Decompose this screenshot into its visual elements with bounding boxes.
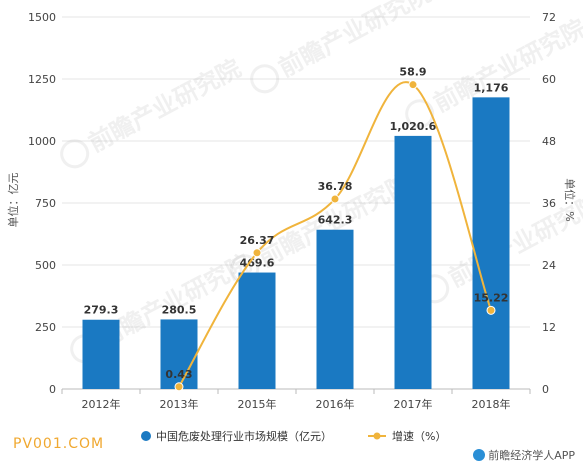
bar-data-label: 279.3 — [84, 304, 119, 317]
growth-data-label: 15.22 — [474, 291, 509, 304]
line-series: 0.43 26.37 36.78 58.9 15.22 — [165, 66, 509, 392]
growth-data-label: 0.43 — [165, 368, 192, 381]
y-tick-label-left: 1250 — [28, 73, 56, 86]
y-tick-label-left: 1500 — [28, 11, 56, 24]
bar — [394, 135, 432, 389]
x-tick-label: 2017年 — [394, 397, 433, 411]
growth-point — [252, 248, 262, 258]
y-tick-label-left: 1000 — [28, 135, 56, 148]
y-tick-label-right: 72 — [542, 11, 556, 24]
x-tick-label: 2016年 — [316, 397, 355, 411]
bar — [316, 229, 354, 389]
y-tick-label-right: 12 — [542, 321, 556, 334]
bar-data-label: 1,020.6 — [390, 120, 437, 133]
growth-line — [178, 81, 492, 388]
watermark-logo-icon — [250, 64, 280, 94]
bar-data-label: 280.5 — [162, 303, 197, 316]
bar — [238, 272, 276, 389]
watermark-logo-icon — [60, 139, 90, 169]
x-tick-label: 2015年 — [238, 397, 277, 411]
legend-line-label: 增速（%） — [392, 429, 446, 443]
legend: 中国危废处理行业市场规模（亿元） 增速（%） — [141, 429, 446, 443]
growth-point — [330, 194, 340, 204]
x-tick-label: 2012年 — [82, 397, 121, 411]
y-tick-label-right: 24 — [542, 259, 556, 272]
y-axis-title-left: 单位：亿元 — [6, 173, 20, 228]
legend-line-dot — [373, 432, 381, 440]
watermark: 前瞻产业研究院 — [60, 54, 245, 169]
brand-logo-icon — [473, 449, 486, 461]
y-tick-label-left: 500 — [35, 259, 56, 272]
legend-bar-label: 中国危废处理行业市场规模（亿元） — [156, 429, 332, 443]
watermark-logo-icon — [405, 99, 435, 129]
x-tick-label: 2013年 — [160, 397, 199, 411]
y-tick-label-right: 60 — [542, 73, 556, 86]
bar-data-label: 469.6 — [240, 257, 275, 270]
y-tick-label-left: 0 — [49, 383, 56, 396]
growth-data-label: 58.9 — [399, 66, 426, 79]
y-tick-label-right: 48 — [542, 135, 556, 148]
footer-brand-text: 前瞻经济学人APP — [488, 449, 575, 462]
growth-point — [486, 305, 496, 315]
gridlines — [62, 16, 530, 390]
y-tick-label-left: 250 — [35, 321, 56, 334]
bar-data-label: 642.3 — [318, 214, 353, 227]
y-tick-label-right: 36 — [542, 197, 556, 210]
bar-series: 279.3 280.5 469.6 642.3 1,020.6 1,176 — [82, 81, 510, 390]
footer-brand: 前瞻经济学人APP — [473, 447, 575, 463]
y-tick-label-right: 0 — [542, 383, 549, 396]
x-tick-label: 2018年 — [472, 397, 511, 411]
growth-point — [174, 382, 184, 392]
watermark-text: 前瞻产业研究院 — [444, 189, 583, 293]
legend-bar-marker — [141, 431, 151, 441]
bar-data-label: 1,176 — [474, 81, 509, 94]
y-axis-title-right: 单位：% — [563, 178, 577, 221]
growth-data-label: 26.37 — [240, 234, 275, 247]
bar — [472, 97, 510, 390]
axes: 0 250 500 750 1000 1250 1500 0 12 24 36 48 60 72 2012年… — [28, 11, 556, 411]
bar — [160, 319, 198, 389]
growth-point — [408, 80, 418, 90]
footer-source: PV001.COM — [13, 436, 105, 452]
growth-data-label: 36.78 — [318, 180, 353, 193]
y-tick-label-left: 750 — [35, 197, 56, 210]
bar — [82, 319, 120, 389]
watermark-text: 前瞻产业研究院 — [84, 54, 245, 158]
